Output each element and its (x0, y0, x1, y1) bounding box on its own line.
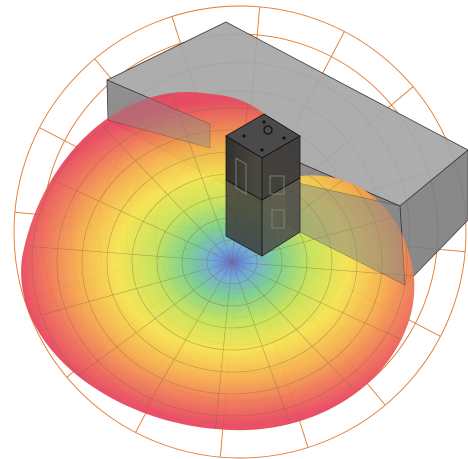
heatmap-grid-ring (206, 239, 258, 285)
polar-grid-ring (13, 5, 467, 459)
heatmap-grid-spoke (231, 261, 361, 398)
wall-front-overlay (106, 79, 406, 286)
heatmap-grid-spoke (103, 126, 233, 263)
heatmap-grid-spoke (231, 261, 410, 344)
heatmap-grid-spoke (41, 261, 233, 316)
heatmap-grid-ring (31, 91, 415, 431)
heatmap-grid-spoke (54, 180, 233, 263)
heatmap-grid-spoke (32, 246, 233, 263)
heatmap-grid-spoke (171, 94, 233, 263)
sensor-device (225, 113, 301, 257)
heatmap-grid-spoke (214, 261, 233, 431)
heatmap-grid-spoke (139, 261, 233, 419)
heatmap-grid-spoke (231, 261, 293, 430)
heatmap-grid-spoke (78, 261, 233, 376)
heatmap-grid-ring (56, 107, 408, 417)
